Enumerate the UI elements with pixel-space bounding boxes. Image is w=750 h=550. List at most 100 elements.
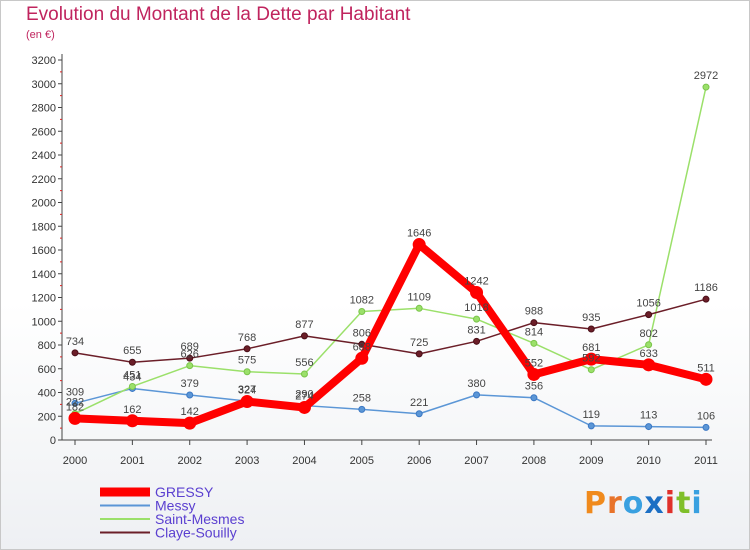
data-point [358, 405, 366, 413]
data-label: 511 [697, 362, 715, 374]
data-label: 681 [582, 342, 600, 354]
y-tick-label: 2600 [32, 126, 56, 138]
data-point [128, 382, 136, 390]
y-tick-label: 1600 [32, 245, 56, 257]
data-label: 552 [525, 357, 543, 369]
data-point [297, 400, 311, 414]
data-label: 1242 [464, 276, 488, 288]
data-label: 327 [238, 384, 256, 396]
x-tick-label: 2006 [407, 455, 431, 467]
x-tick-label: 2008 [522, 455, 546, 467]
data-label: 626 [181, 349, 199, 361]
data-point [355, 351, 369, 365]
data-label: 274 [295, 390, 313, 402]
x-tick-label: 2009 [579, 455, 603, 467]
data-point [186, 362, 194, 370]
data-point [645, 423, 653, 431]
y-tick-label: 3200 [32, 55, 56, 67]
y-tick-label: 0 [50, 435, 56, 447]
data-point [473, 337, 481, 345]
data-label: 324 [238, 385, 256, 397]
x-tick-label: 2004 [292, 455, 316, 467]
x-tick-label: 2001 [120, 455, 144, 467]
data-label: 380 [467, 378, 485, 390]
series-line-gressy [74, 240, 707, 428]
data-label: 119 [582, 409, 600, 421]
data-label: 592 [582, 353, 600, 365]
y-tick-label: 2400 [32, 150, 56, 162]
data-point [125, 414, 139, 428]
data-label: 1186 [694, 282, 718, 294]
chart-title: Evolution du Montant de la Dette par Hab… [26, 4, 411, 25]
x-tick-label: 2005 [350, 455, 374, 467]
data-point [587, 422, 595, 430]
data-point [71, 349, 79, 357]
y-tick-label: 1200 [32, 293, 56, 305]
data-label: 1056 [636, 298, 660, 310]
data-point [240, 395, 254, 409]
x-tick-label: 2007 [464, 455, 488, 467]
data-label: 309 [66, 386, 84, 398]
data-point [473, 315, 481, 323]
data-point [128, 358, 136, 366]
chart-subtitle: (en €) [26, 29, 55, 41]
data-point [300, 332, 308, 340]
data-point [702, 83, 710, 91]
data-label: 162 [123, 404, 141, 416]
proxiti-logo: Proxiti [584, 486, 703, 521]
legend-label: Messy [155, 498, 195, 514]
data-label: 802 [639, 328, 657, 340]
y-tick-label: 2000 [32, 198, 56, 210]
data-point [587, 366, 595, 374]
y-tick-label: 2200 [32, 174, 56, 186]
series-line-claye-souilly [74, 298, 707, 363]
data-point [186, 354, 194, 362]
data-point [702, 423, 710, 431]
legend-label: Claye-Souilly [155, 525, 237, 541]
data-label: 633 [639, 348, 657, 360]
data-point [243, 345, 251, 353]
data-label: 831 [467, 324, 485, 336]
data-label: 806 [353, 327, 371, 339]
data-label: 688 [353, 341, 371, 353]
data-label: 2972 [694, 70, 718, 82]
data-point [68, 411, 82, 425]
y-tick-label: 200 [38, 411, 56, 423]
series-line-messy [74, 387, 707, 429]
data-label: 142 [181, 406, 199, 418]
data-point [415, 304, 423, 312]
data-label: 290 [295, 389, 313, 401]
data-label: 451 [123, 369, 141, 381]
data-label: 1646 [407, 228, 431, 240]
legend-label: Saint-Mesmes [155, 511, 244, 527]
data-label: 734 [66, 336, 84, 348]
y-tick-label: 600 [38, 364, 56, 376]
y-tick-label: 800 [38, 340, 56, 352]
y-tick-label: 1000 [32, 316, 56, 328]
data-label: 556 [295, 357, 313, 369]
x-tick-label: 2003 [235, 455, 259, 467]
data-point [587, 325, 595, 333]
data-label: 768 [238, 332, 256, 344]
data-point [642, 358, 656, 372]
data-label: 814 [525, 326, 543, 338]
data-label: 1109 [407, 291, 431, 303]
data-point [645, 311, 653, 319]
x-tick-label: 2011 [694, 455, 718, 467]
data-label: 182 [66, 401, 84, 413]
y-tick-label: 400 [38, 388, 56, 400]
data-point [470, 286, 484, 300]
data-point [699, 372, 713, 386]
data-label: 221 [410, 397, 428, 409]
data-label: 113 [640, 410, 658, 422]
data-label: 988 [525, 306, 543, 318]
data-point [530, 339, 538, 347]
data-label: 379 [181, 378, 199, 390]
data-point [530, 394, 538, 402]
data-label: 222 [66, 397, 84, 409]
data-point [243, 368, 251, 376]
data-point [183, 416, 197, 430]
data-label: 877 [295, 319, 313, 331]
data-label: 935 [582, 312, 600, 324]
